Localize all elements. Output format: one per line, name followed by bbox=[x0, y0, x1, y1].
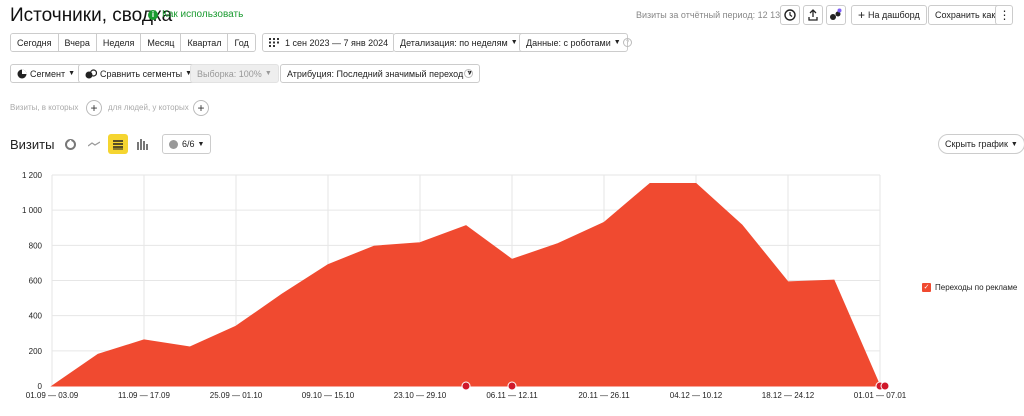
area-chart-view-button[interactable] bbox=[108, 134, 128, 154]
annotation-marker bbox=[461, 381, 471, 391]
page-title: Источники, сводка bbox=[10, 5, 173, 26]
y-tick-label: 1 000 bbox=[22, 206, 43, 215]
x-tick-label: 25.09 — 01.10 bbox=[210, 391, 263, 400]
assistant-icon bbox=[830, 8, 842, 20]
y-tick-label: 200 bbox=[29, 347, 43, 356]
y-tick-label: 600 bbox=[29, 277, 43, 286]
annotation-marker bbox=[880, 381, 890, 391]
dashboard-button[interactable]: + На дашборд bbox=[851, 5, 927, 25]
x-tick-label: 11.09 — 17.09 bbox=[118, 391, 170, 400]
period-tabs: Сегодня Вчера Неделя Месяц Квартал Год bbox=[10, 33, 256, 52]
y-tick-label: 400 bbox=[29, 312, 43, 321]
visits-area-chart: 0 200 400 600 800 1 000 1 200 01.09 — 03.09 11.… bbox=[22, 171, 907, 400]
detail-select[interactable]: Детализация: по неделям ▼ bbox=[393, 33, 525, 52]
x-tick-label: 18.12 — 24.12 bbox=[762, 391, 815, 400]
upload-icon bbox=[808, 9, 818, 21]
y-tick-label: 800 bbox=[29, 241, 43, 250]
info-icon: i bbox=[148, 9, 158, 20]
chevron-down-icon: ▼ bbox=[613, 39, 621, 46]
tab-today[interactable]: Сегодня bbox=[11, 34, 59, 51]
calendar-icon bbox=[269, 38, 279, 47]
comment-icon bbox=[169, 139, 178, 149]
x-tick-label: 09.10 — 15.10 bbox=[302, 391, 355, 400]
chart-legend[interactable]: ✓ Переходы по рекламе bbox=[922, 283, 1017, 292]
plus-icon: + bbox=[858, 8, 866, 22]
howto-label: Как использовать bbox=[162, 9, 244, 20]
compare-icon bbox=[85, 68, 97, 78]
pie-chart-icon bbox=[64, 138, 76, 150]
area-chart-icon bbox=[113, 139, 123, 149]
line-chart-view-button[interactable] bbox=[84, 134, 104, 154]
bar-chart-icon bbox=[136, 138, 148, 150]
chevron-down-icon: ▼ bbox=[1010, 140, 1018, 148]
x-tick-label: 20.11 — 26.11 bbox=[578, 391, 630, 400]
tab-quarter[interactable]: Квартал bbox=[181, 34, 229, 51]
help-icon[interactable]: ? bbox=[464, 69, 473, 78]
compare-segments-button[interactable]: Сравнить сегменты ▼ bbox=[78, 64, 200, 83]
clock-icon bbox=[784, 9, 796, 21]
x-tick-label: 06.11 — 12.11 bbox=[486, 391, 538, 400]
visits-filter-label: Визиты, в которых bbox=[10, 103, 79, 112]
tab-year[interactable]: Год bbox=[228, 34, 255, 51]
y-tick-label: 0 bbox=[38, 382, 43, 391]
chevron-down-icon: ▼ bbox=[185, 70, 193, 77]
people-filter-label: для людей, у которых bbox=[108, 103, 189, 112]
pie-chart-view-button[interactable] bbox=[60, 134, 80, 154]
x-tick-label: 01.01 — 07.01 bbox=[854, 391, 907, 400]
x-tick-label: 04.12 — 10.12 bbox=[670, 391, 723, 400]
help-icon[interactable]: ? bbox=[623, 38, 632, 47]
howto-link[interactable]: i Как использовать bbox=[148, 9, 243, 20]
more-button[interactable]: ⋮ bbox=[995, 5, 1013, 25]
metrics-select[interactable]: 6/6 ▼ bbox=[162, 134, 212, 154]
bar-chart-view-button[interactable] bbox=[132, 134, 152, 154]
tab-yesterday[interactable]: Вчера bbox=[58, 34, 97, 51]
ai-assistant-button[interactable] bbox=[826, 5, 846, 25]
checkbox-icon[interactable]: ✓ bbox=[922, 283, 931, 292]
chart-section-title: Визиты bbox=[10, 137, 55, 152]
x-tick-label: 01.09 — 03.09 bbox=[26, 391, 79, 400]
tab-month[interactable]: Месяц bbox=[141, 34, 182, 51]
date-range-picker[interactable]: 1 сен 2023 — 7 янв 2024 bbox=[262, 33, 396, 52]
annotation-markers bbox=[461, 381, 890, 391]
legend-label: Переходы по рекламе bbox=[935, 283, 1018, 292]
data-select[interactable]: Данные: с роботами ▼ bbox=[519, 33, 628, 52]
attribution-select[interactable]: Атрибуция: Последний значимый переход ▼ bbox=[280, 64, 481, 83]
tab-week[interactable]: Неделя bbox=[96, 34, 142, 51]
add-people-filter-button[interactable]: + bbox=[193, 100, 209, 116]
series-area bbox=[50, 182, 881, 387]
chevron-down-icon: ▼ bbox=[264, 70, 272, 77]
visits-total: Визиты за отчётный период: 12 130 bbox=[636, 10, 786, 20]
sample-select: Выборка: 100% ▼ bbox=[190, 64, 279, 83]
chevron-down-icon: ▼ bbox=[68, 70, 76, 77]
chevron-down-icon: ▼ bbox=[197, 140, 205, 148]
y-tick-label: 1 200 bbox=[22, 171, 43, 180]
line-chart-icon bbox=[88, 141, 100, 147]
chevron-down-icon: ▼ bbox=[510, 39, 518, 46]
pie-icon bbox=[17, 69, 27, 78]
x-tick-label: 23.10 — 29.10 bbox=[394, 391, 447, 400]
hide-chart-button[interactable]: Скрыть график ▼ bbox=[938, 134, 1024, 154]
chart-area bbox=[50, 182, 881, 387]
add-visit-filter-button[interactable]: + bbox=[86, 100, 102, 116]
history-button[interactable] bbox=[780, 5, 800, 25]
more-icon: ⋮ bbox=[998, 8, 1011, 22]
y-axis: 0 200 400 600 800 1 000 1 200 bbox=[22, 171, 43, 391]
export-button[interactable] bbox=[803, 5, 823, 25]
x-axis: 01.09 — 03.09 11.09 — 17.09 25.09 — 01.10 0… bbox=[26, 391, 907, 400]
annotation-marker bbox=[507, 381, 517, 391]
segment-button[interactable]: Сегмент ▼ bbox=[10, 64, 83, 83]
